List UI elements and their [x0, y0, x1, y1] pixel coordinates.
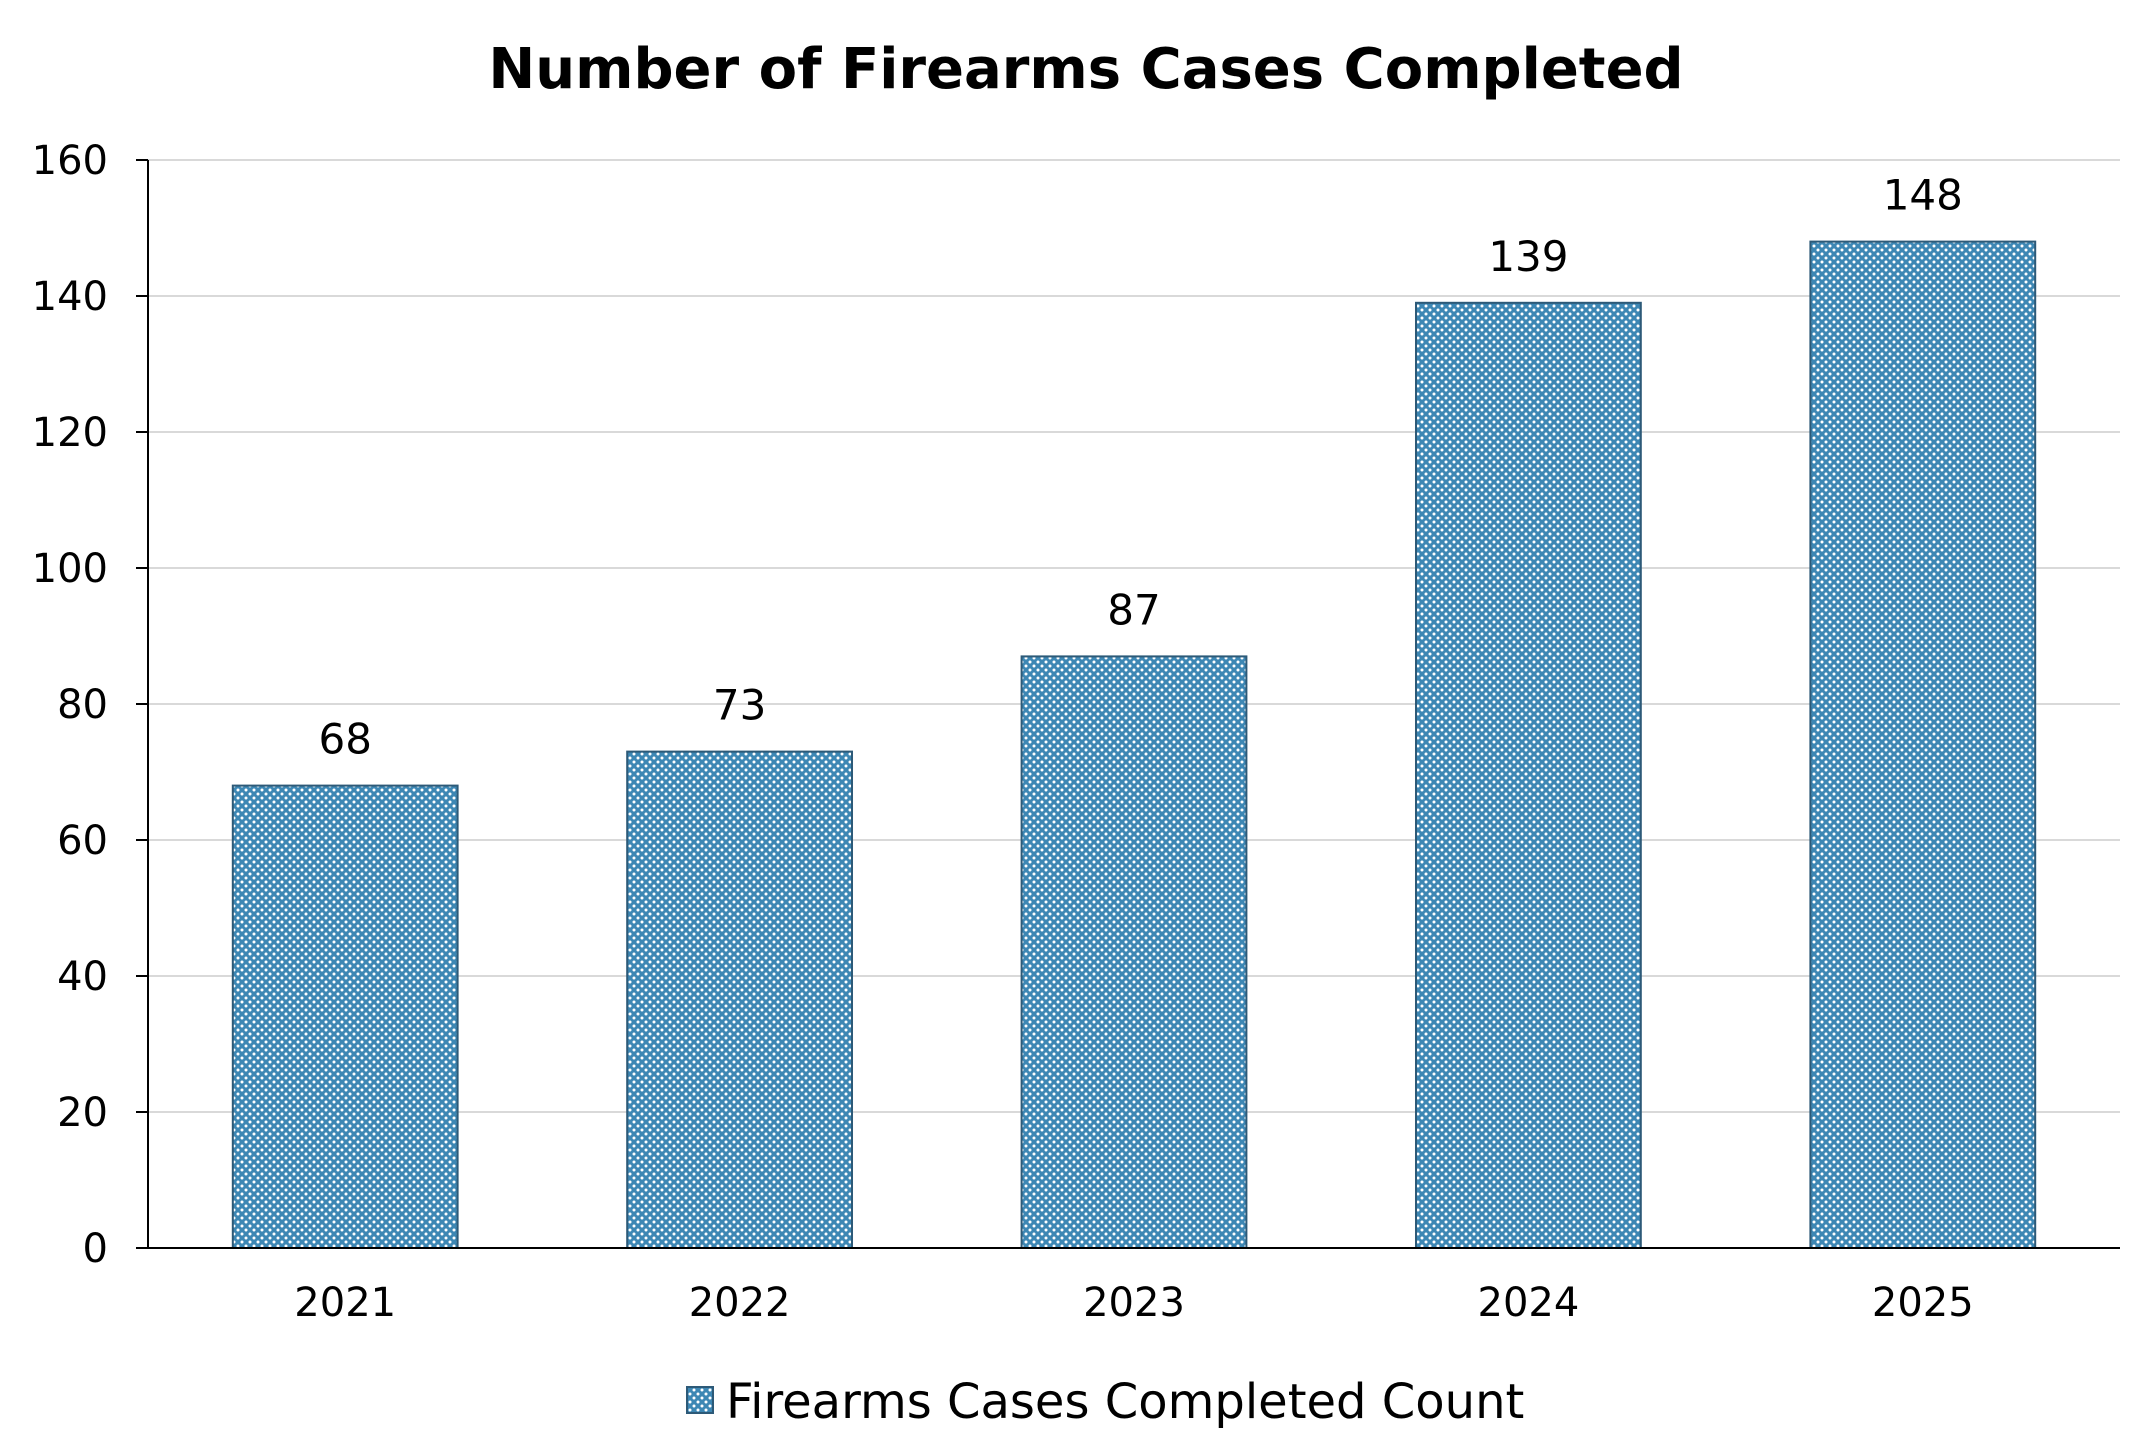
data-label-2024: 139 — [1488, 232, 1568, 281]
bars — [231, 240, 2037, 1250]
legend: Firearms Cases Completed Count — [686, 1374, 1524, 1430]
data-label-2023: 87 — [1107, 585, 1160, 634]
y-tick-label: 120 — [32, 410, 108, 456]
x-tick-label: 2021 — [294, 1280, 396, 1326]
legend-label: Firearms Cases Completed Count — [726, 1374, 1524, 1430]
bar-2024 — [1414, 301, 1642, 1249]
x-tick-label: 2025 — [1872, 1280, 1974, 1326]
legend-swatch — [686, 1386, 714, 1414]
data-labels: 68 73 87 139 148 — [318, 171, 1962, 764]
bar-2021 — [231, 784, 459, 1249]
data-label-2021: 68 — [318, 715, 371, 764]
y-axis-ticks: 0 20 40 60 80 100 120 140 160 — [32, 138, 148, 1272]
bar-2022 — [626, 750, 854, 1249]
data-label-2022: 73 — [713, 681, 766, 730]
x-tick-label: 2023 — [1083, 1280, 1185, 1326]
y-tick-label: 160 — [32, 138, 108, 184]
chart-title: Number of Firearms Cases Completed — [488, 37, 1683, 102]
data-label-2025: 148 — [1883, 171, 1963, 220]
x-tick-label: 2022 — [689, 1280, 791, 1326]
bar-2023 — [1020, 655, 1248, 1249]
y-tick-label: 20 — [57, 1090, 108, 1136]
y-tick-label: 140 — [32, 274, 108, 320]
bar-2025 — [1809, 240, 2037, 1250]
x-tick-label: 2024 — [1478, 1280, 1580, 1326]
y-tick-label: 60 — [57, 818, 108, 864]
y-tick-label: 100 — [32, 546, 108, 592]
y-tick-label: 80 — [57, 682, 108, 728]
y-tick-label: 40 — [57, 954, 108, 1000]
x-axis-ticks: 2021 2022 2023 2024 2025 — [294, 1280, 1973, 1326]
y-tick-label: 0 — [83, 1226, 108, 1272]
